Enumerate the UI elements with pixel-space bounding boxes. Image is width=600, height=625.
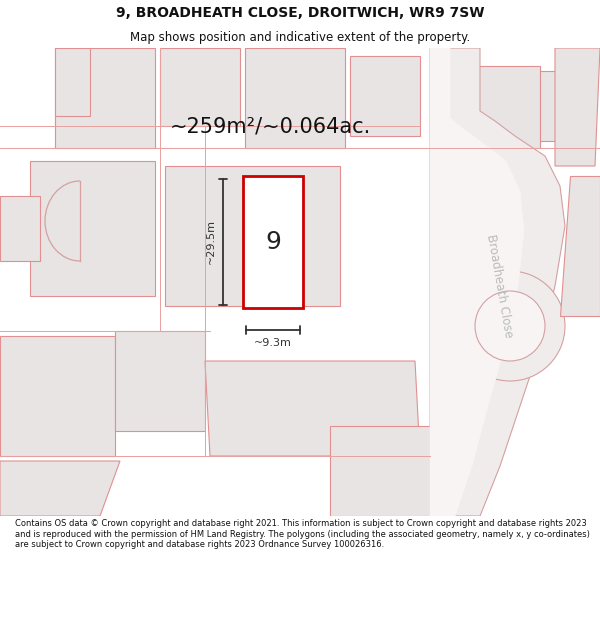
Polygon shape [0,196,40,261]
Text: 9, BROADHEATH CLOSE, DROITWICH, WR9 7SW: 9, BROADHEATH CLOSE, DROITWICH, WR9 7SW [116,6,484,21]
Polygon shape [55,48,155,148]
Polygon shape [560,176,600,316]
Polygon shape [165,166,340,306]
Polygon shape [160,48,240,126]
Text: Broadheath Close: Broadheath Close [484,233,515,339]
Polygon shape [430,48,524,516]
Text: Map shows position and indicative extent of the property.: Map shows position and indicative extent… [130,31,470,44]
Text: ~29.5m: ~29.5m [206,219,216,264]
Polygon shape [330,426,430,516]
Wedge shape [475,291,545,361]
Polygon shape [30,161,155,296]
Polygon shape [0,461,120,516]
Polygon shape [555,48,600,166]
Text: 9: 9 [265,230,281,254]
Polygon shape [205,361,420,456]
Polygon shape [540,71,590,141]
Bar [243,176,303,308]
Wedge shape [455,271,565,381]
Polygon shape [430,48,565,516]
Text: ~259m²/~0.064ac.: ~259m²/~0.064ac. [169,116,371,136]
Polygon shape [245,48,345,148]
Polygon shape [115,331,205,431]
Text: Contains OS data © Crown copyright and database right 2021. This information is : Contains OS data © Crown copyright and d… [15,519,590,549]
Polygon shape [350,56,420,136]
Text: ~9.3m: ~9.3m [254,338,292,348]
Polygon shape [0,336,115,456]
Polygon shape [55,48,90,116]
Polygon shape [460,66,540,148]
